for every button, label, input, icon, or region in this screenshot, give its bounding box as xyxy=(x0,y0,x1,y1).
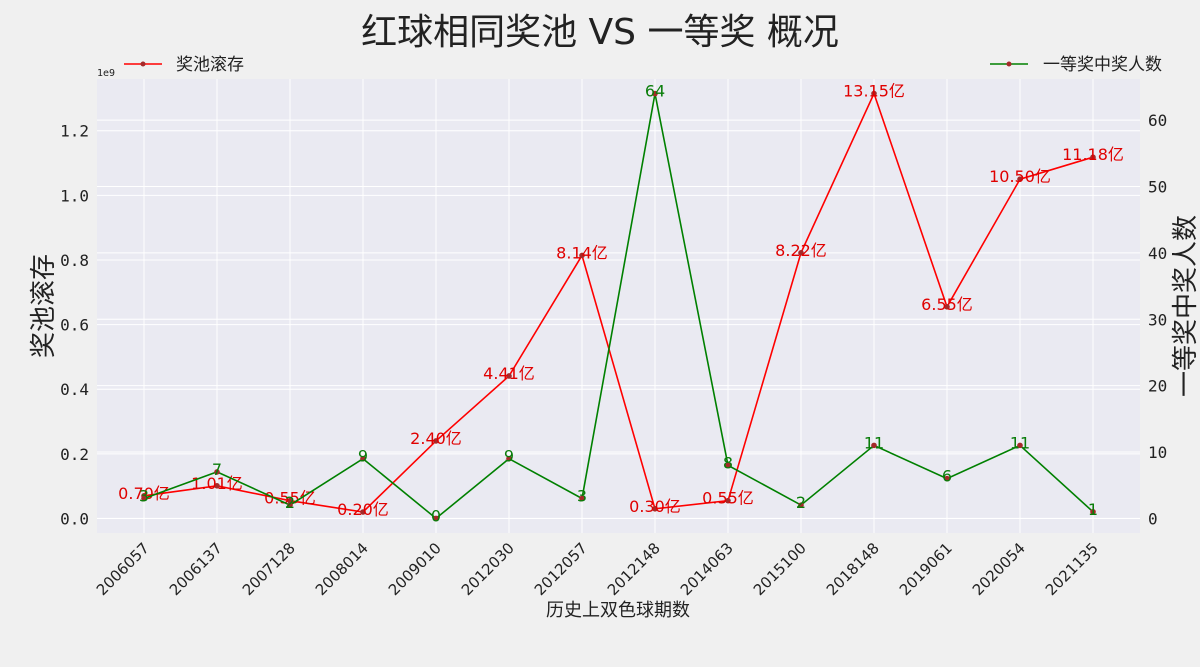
series-1-point xyxy=(287,502,293,508)
x-tick-label: 2007128 xyxy=(239,539,299,599)
x-tick-label: 2012057 xyxy=(531,539,591,599)
x-tick-label: 2008014 xyxy=(312,539,372,599)
series-1-data-label: 11 xyxy=(1010,433,1030,452)
series-0-data-label: 0.70亿 xyxy=(118,484,170,503)
series-1-data-label: 2 xyxy=(796,493,806,512)
series-0-data-label: 13.15亿 xyxy=(843,82,905,101)
series-0-data-label: 4.41亿 xyxy=(483,364,535,383)
series-1-data-label: 9 xyxy=(358,447,368,466)
series-0-point xyxy=(871,90,877,97)
y-left-tick-label: 1.2 xyxy=(60,122,89,141)
y-left-tick-label: 0.4 xyxy=(60,380,89,399)
series-line-1 xyxy=(143,93,1094,520)
series-1-point xyxy=(725,462,731,469)
series-0-data-label: 6.55亿 xyxy=(921,295,973,314)
series-1-data-label: 8 xyxy=(723,453,733,472)
y-left-tick-label: 0.6 xyxy=(60,316,89,335)
series-1-point xyxy=(141,495,147,502)
series-1-point xyxy=(433,515,439,522)
series-0-data-label: 0.55亿 xyxy=(702,489,754,508)
series-0-point xyxy=(798,250,804,256)
series-0-data-label: 10.50亿 xyxy=(989,167,1051,186)
series-1-data-label: 64 xyxy=(645,82,665,101)
legend-right-label: 一等奖中奖人数 xyxy=(1043,55,1162,75)
x-tick-label: 2012030 xyxy=(458,539,518,599)
y-right-tick-label: 10 xyxy=(1148,443,1167,462)
series-0-point xyxy=(360,509,366,515)
series-1-data-label: 2 xyxy=(285,493,295,512)
series-1-point xyxy=(1090,508,1096,515)
series-0-data-label: 11.18亿 xyxy=(1062,145,1124,164)
right-axis-label: 一等奖中奖人数 xyxy=(1171,215,1200,397)
y-right-tick-label: 30 xyxy=(1148,310,1167,329)
legend-left-label: 奖池滚存 xyxy=(176,55,244,75)
series-1-data-label: 6 xyxy=(942,467,952,486)
y-left-tick-label: 1.0 xyxy=(60,186,89,205)
x-tick-label: 2019061 xyxy=(896,539,956,599)
y-left-tick-label: 0.0 xyxy=(60,509,89,528)
series-1-data-label: 3 xyxy=(577,486,587,505)
x-tick-label: 2009010 xyxy=(385,539,445,599)
y-right-tick-label: 20 xyxy=(1148,377,1167,396)
series-0-point xyxy=(1090,154,1096,160)
series-1-data-label: 11 xyxy=(864,433,884,452)
y-right-tick-label: 0 xyxy=(1148,509,1158,528)
x-tick-label: 2020054 xyxy=(969,539,1029,599)
series-0-data-label: 0.55亿 xyxy=(264,489,316,508)
series-0-data-label: 0.30亿 xyxy=(629,497,681,516)
series-0-point xyxy=(579,252,585,259)
y-left-tick-label: 0.8 xyxy=(60,251,89,270)
x-tick-label: 2006137 xyxy=(166,539,226,599)
legend-right: 一等奖中奖人数 xyxy=(990,55,1162,75)
x-tick-label: 2018148 xyxy=(823,539,883,599)
series-0-point xyxy=(944,304,950,310)
y-right-tick-label: 60 xyxy=(1148,111,1167,130)
left-axis-offset: 1e9 xyxy=(97,68,115,79)
series-1-data-label: 3 xyxy=(139,486,149,505)
series-line-0 xyxy=(143,91,1094,513)
y-right-tick-label: 50 xyxy=(1148,178,1167,197)
series-0-point xyxy=(506,373,512,379)
plot-area xyxy=(97,79,1140,533)
x-tick-label: 2015100 xyxy=(750,539,810,599)
series-layer: 0.70亿1.01亿0.55亿0.20亿2.40亿4.41亿8.14亿0.30亿… xyxy=(118,82,1124,526)
y-left-tick-label: 0.2 xyxy=(60,445,89,464)
series-0-data-label: 8.22亿 xyxy=(775,241,827,260)
series-1-data-label: 9 xyxy=(504,447,514,466)
series-0-data-label: 8.14亿 xyxy=(556,243,608,262)
series-0-point xyxy=(652,505,658,512)
series-1-point xyxy=(944,475,950,482)
legend-left-marker xyxy=(140,61,146,67)
series-0-point xyxy=(725,497,731,504)
series-0-point xyxy=(433,438,439,444)
series-0-point xyxy=(1017,176,1023,182)
x-axis-label: 历史上双色球期数 xyxy=(546,600,690,621)
series-1-point xyxy=(1017,442,1023,449)
series-1-data-label: 7 xyxy=(212,460,222,479)
x-tick-label: 2014063 xyxy=(677,539,737,599)
series-1-point xyxy=(214,469,220,475)
left-axis-label: 奖池滚存 xyxy=(29,254,59,358)
series-1-point xyxy=(871,442,877,449)
legend-right-marker xyxy=(1006,61,1012,67)
series-1-data-label: 1 xyxy=(1088,500,1098,519)
series-1-point xyxy=(579,495,585,502)
legend-left: 奖池滚存 xyxy=(124,55,244,75)
grid xyxy=(97,79,1140,533)
series-1-point xyxy=(360,455,366,462)
series-0-data-label: 2.40亿 xyxy=(410,429,462,448)
chart-title: 红球相同奖池 VS 一等奖 概况 xyxy=(361,12,839,53)
series-1-point xyxy=(652,90,658,97)
y-right-tick-label: 40 xyxy=(1148,244,1167,263)
x-tick-label: 2021135 xyxy=(1042,539,1102,599)
series-0-point xyxy=(214,483,220,489)
x-tick-label: 2012148 xyxy=(604,539,664,599)
series-1-point xyxy=(506,455,512,462)
x-tick-label: 2006057 xyxy=(93,539,153,599)
series-0-data-label: 0.20亿 xyxy=(337,500,389,519)
series-0-point xyxy=(287,497,293,504)
series-1-data-label: 0 xyxy=(431,506,441,525)
series-1-point xyxy=(798,502,804,508)
